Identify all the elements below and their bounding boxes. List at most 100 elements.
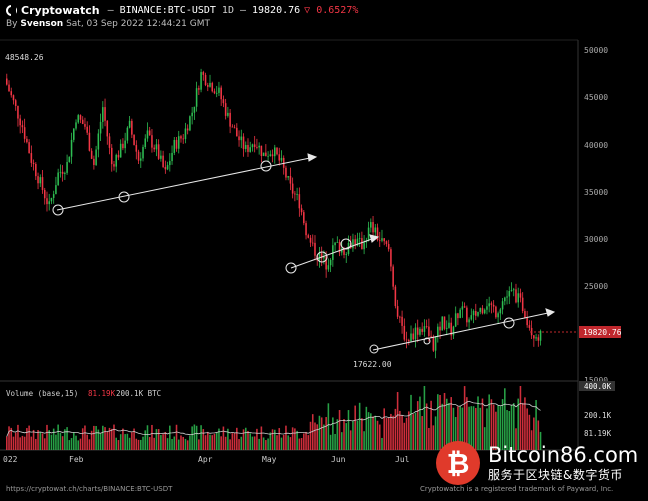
volume-bar [10, 427, 13, 450]
candle-body [361, 238, 363, 250]
touch-point-circle [285, 262, 297, 274]
arrowhead-icon [307, 153, 318, 162]
candle-body [117, 154, 120, 158]
time-tick: Feb [69, 455, 84, 464]
candle-body [309, 237, 312, 243]
candle-body [93, 158, 95, 165]
candle-body [131, 120, 133, 135]
volume-bar [296, 430, 298, 450]
candle-body [419, 328, 421, 335]
touch-point-circle [52, 204, 64, 216]
volume-bar [378, 424, 381, 450]
volume-bar [43, 438, 46, 450]
volume-bar [475, 407, 477, 450]
candle-body [37, 176, 39, 184]
volume-bar [334, 433, 336, 450]
candle-body [454, 313, 457, 327]
candle-body [70, 139, 73, 157]
volume-bar [274, 429, 276, 450]
volume-bar [61, 436, 64, 450]
candle-body [84, 124, 86, 127]
candle-body [218, 87, 220, 93]
candle-body [106, 120, 109, 137]
volume-bar [166, 438, 169, 450]
trendline-arrow [290, 238, 373, 269]
volume-bar [110, 428, 113, 450]
interval-selector[interactable]: 1D [221, 4, 234, 16]
volume-bar [383, 408, 385, 450]
candle-body [370, 222, 372, 228]
arrowhead-icon [369, 234, 380, 243]
candle-body [470, 315, 473, 320]
candle-body [73, 128, 75, 140]
candle-body [202, 72, 205, 75]
candle-body [472, 310, 475, 316]
volume-bar [320, 417, 323, 450]
volume-bar [256, 428, 258, 450]
candle-body [410, 333, 412, 342]
candle-body [265, 152, 267, 157]
candle-body [296, 194, 298, 195]
volume-bar [341, 432, 343, 450]
candle-body [510, 290, 513, 292]
candle-body [64, 172, 66, 174]
volume-bar [55, 434, 57, 450]
volume-bar [90, 430, 93, 450]
candle-body [86, 126, 88, 133]
candle-body [490, 303, 493, 305]
candle-body [401, 316, 403, 326]
price-change: ▽ 0.6527% [304, 4, 359, 16]
candle-body [356, 238, 359, 246]
footer-url[interactable]: https://cryptowat.ch/charts/BINANCE:BTC-… [6, 485, 173, 493]
volume-bar [30, 436, 33, 450]
candle-body [175, 139, 178, 149]
volume-bar [146, 425, 149, 450]
candle-body [79, 115, 82, 120]
candle-body [314, 242, 316, 256]
volume-bar [459, 406, 461, 450]
volume-bar [131, 432, 133, 450]
period-high-label: 48548.26 [5, 53, 44, 62]
candle-body [271, 154, 274, 157]
volume-bar [12, 436, 15, 450]
touch-point-circle [423, 337, 431, 345]
candle-body [240, 136, 243, 141]
candle-body [285, 167, 287, 178]
volume-bar [17, 424, 19, 450]
volume-indicator-label[interactable]: Volume (base,15) [6, 389, 78, 398]
volume-bar [153, 437, 155, 450]
candle-body [59, 171, 62, 173]
header-separator-2: — [239, 4, 246, 16]
candle-body [399, 316, 401, 318]
volume-bar [175, 424, 178, 450]
candle-body [282, 157, 285, 168]
volume-moving-average [6, 400, 541, 437]
candle-body [115, 154, 117, 167]
volume-bar [392, 415, 394, 450]
volume-bar [497, 405, 499, 450]
candle-body [66, 162, 68, 173]
candle-body [383, 238, 385, 242]
market-symbol[interactable]: BINANCE:BTC-USDT [119, 4, 216, 16]
volume-bar [140, 439, 142, 450]
candle-body [303, 212, 305, 224]
volume-bar [338, 410, 341, 450]
volume-bar [224, 436, 227, 450]
candle-body [146, 130, 149, 139]
volume-bar [506, 410, 508, 450]
candle-body [291, 183, 294, 194]
volume-bar [309, 421, 312, 450]
volume-bar [227, 428, 229, 450]
volume-bar [530, 430, 533, 450]
volume-bars [6, 386, 542, 450]
candle-body [262, 152, 265, 156]
volume-bar [233, 432, 236, 450]
volume-bar [26, 428, 28, 450]
author-name[interactable]: Svenson [20, 19, 64, 29]
volume-bar [403, 422, 406, 450]
candle-body [8, 84, 10, 92]
volume-bar [119, 434, 122, 450]
volume-bar [492, 404, 495, 450]
candle-body [57, 172, 59, 186]
